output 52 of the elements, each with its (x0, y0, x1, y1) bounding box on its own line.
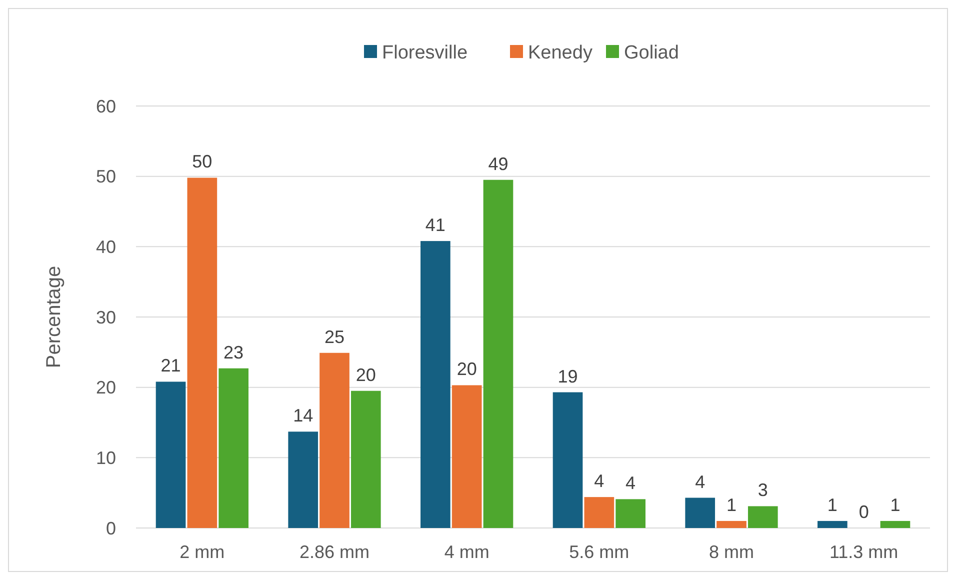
data-label: 25 (324, 326, 345, 347)
data-label: 14 (293, 406, 314, 426)
y-tick-label: 30 (96, 307, 116, 328)
x-tick-label: 2 mm (180, 542, 225, 562)
bar (552, 392, 583, 528)
x-tick-label: 8 mm (709, 542, 754, 562)
bar (584, 497, 614, 528)
bar (420, 241, 450, 528)
y-tick-label: 20 (96, 378, 116, 398)
legend-label: Goliad (624, 42, 679, 64)
bar (218, 368, 248, 528)
y-tick-label: 40 (96, 236, 116, 257)
bar (818, 520, 848, 528)
y-tick-label: 50 (96, 166, 116, 187)
bar (716, 520, 746, 528)
data-label: 20 (456, 359, 477, 380)
data-label: 3 (758, 480, 768, 500)
bar (350, 390, 381, 528)
bar (880, 520, 910, 528)
bar (685, 498, 716, 528)
bar (616, 499, 646, 528)
data-label: 19 (558, 366, 578, 386)
data-label: 20 (356, 364, 376, 385)
bar (156, 382, 186, 528)
x-tick-label: 2.86 mm (299, 542, 370, 562)
data-label: 50 (192, 152, 212, 172)
x-tick-label: 11.3 mm (829, 542, 898, 562)
x-tick-label: 4 mm (444, 542, 490, 562)
bar (452, 385, 482, 528)
bar (320, 352, 350, 528)
bar (288, 432, 318, 528)
data-label: 1 (726, 494, 737, 515)
legend-label: Floresville (382, 42, 468, 64)
y-tick-label: 0 (106, 518, 116, 538)
bar (187, 178, 218, 528)
data-label: 41 (425, 215, 446, 236)
x-tick-label: 5.6 mm (569, 542, 630, 562)
data-label: 4 (626, 473, 636, 494)
bar (483, 180, 514, 528)
data-label: 4 (594, 471, 604, 492)
data-label: 1 (827, 494, 838, 515)
data-label: 23 (224, 342, 244, 362)
bar (748, 506, 778, 528)
y-tick-label: 60 (96, 96, 116, 116)
data-label: 49 (488, 154, 508, 174)
data-label: 4 (695, 472, 706, 492)
legend-label: Kenedy (528, 42, 593, 64)
data-label: 0 (858, 502, 869, 522)
data-label: 1 (890, 494, 900, 515)
y-tick-label: 10 (96, 448, 116, 468)
y-axis-title: Percentage (43, 266, 65, 368)
data-label: 21 (160, 356, 181, 376)
